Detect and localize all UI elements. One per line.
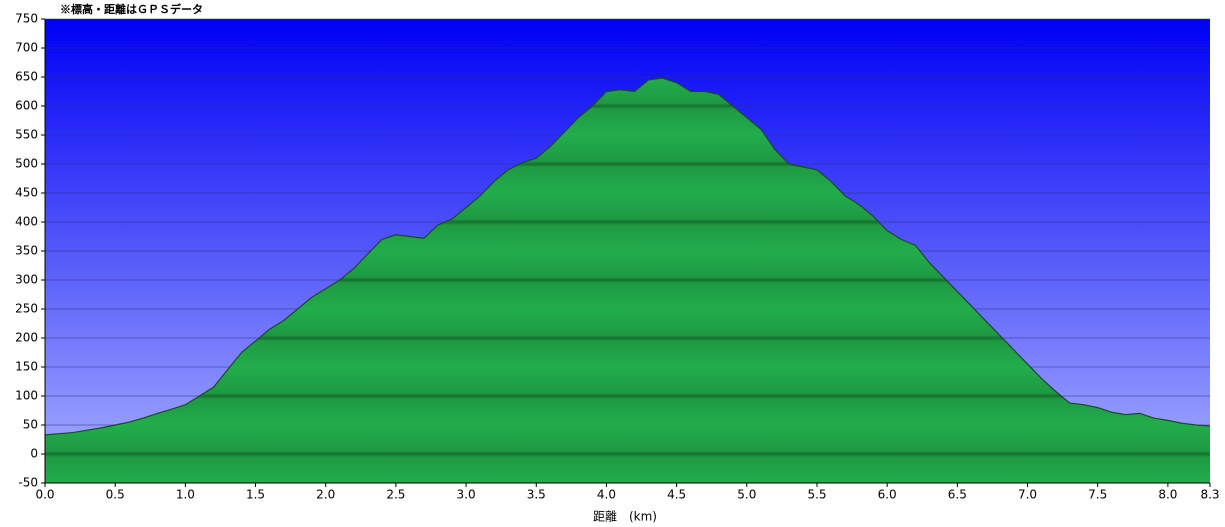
y-tick-label: 100	[15, 389, 38, 403]
x-tick-label: 5.5	[807, 488, 826, 502]
x-tick-label: 1.5	[246, 488, 265, 502]
y-tick-label: 450	[15, 186, 38, 200]
elevation-line	[44, 77, 1211, 436]
y-tick-label: 200	[15, 331, 38, 345]
y-tick-label: -50	[18, 476, 38, 490]
y-tick-label: 0	[30, 447, 38, 461]
x-tick-label: 4.5	[667, 488, 686, 502]
y-tick-label: 300	[15, 273, 38, 287]
y-tick-label: 350	[15, 244, 38, 258]
y-tick-label: 550	[15, 128, 38, 142]
y-tick-label: 600	[15, 99, 38, 113]
y-tick-label: 500	[15, 157, 38, 171]
x-tick-label: 6.0	[878, 488, 897, 502]
y-tick-label: 400	[15, 215, 38, 229]
x-tick-label: 0.0	[35, 488, 54, 502]
x-tick-label: 3.5	[527, 488, 546, 502]
x-tick-label: 4.0	[597, 488, 616, 502]
chart-title: ※標高・距離はＧＰＳデータ	[60, 2, 203, 16]
y-tick-label: 50	[23, 418, 38, 432]
x-tick-label: 7.5	[1088, 488, 1107, 502]
x-tick-label: 6.5	[948, 488, 967, 502]
elevation-area	[45, 78, 1210, 483]
x-tick-label: 1.0	[176, 488, 195, 502]
x-axis-label: 距離 (km)	[593, 510, 657, 524]
x-tick-label: 8.0	[1158, 488, 1177, 502]
x-tick-label: 7.0	[1018, 488, 1037, 502]
y-tick-label: 650	[15, 70, 38, 84]
x-tick-label: 0.5	[106, 488, 125, 502]
y-tick-label: 250	[15, 302, 38, 316]
x-tick-label: 2.0	[316, 488, 335, 502]
y-tick-label: 150	[15, 360, 38, 374]
y-tick-label: 750	[15, 12, 38, 26]
x-tick-label: 2.5	[386, 488, 405, 502]
x-tick-label: 3.0	[457, 488, 476, 502]
x-tick-label: 8.3	[1200, 488, 1219, 502]
x-tick-label: 5.0	[737, 488, 756, 502]
y-tick-label: 700	[15, 41, 38, 55]
